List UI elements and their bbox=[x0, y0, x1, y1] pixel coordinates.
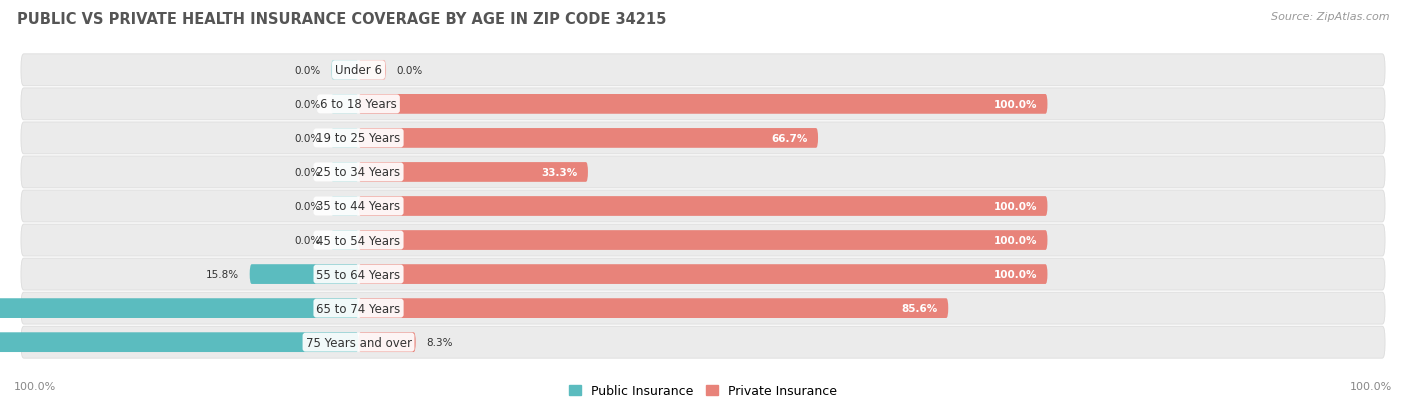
Text: 100.0%: 100.0% bbox=[994, 269, 1038, 280]
FancyBboxPatch shape bbox=[359, 129, 818, 148]
FancyBboxPatch shape bbox=[359, 61, 387, 81]
FancyBboxPatch shape bbox=[330, 163, 359, 183]
Text: 0.0%: 0.0% bbox=[294, 133, 321, 144]
FancyBboxPatch shape bbox=[0, 299, 359, 318]
Text: 55 to 64 Years: 55 to 64 Years bbox=[316, 268, 401, 281]
Text: 100.0%: 100.0% bbox=[1350, 381, 1392, 392]
Text: 100.0%: 100.0% bbox=[994, 235, 1038, 245]
Text: 100.0%: 100.0% bbox=[14, 381, 56, 392]
Text: 0.0%: 0.0% bbox=[294, 100, 321, 109]
Text: 0.0%: 0.0% bbox=[396, 66, 423, 76]
FancyBboxPatch shape bbox=[359, 95, 1047, 114]
FancyBboxPatch shape bbox=[21, 123, 1385, 154]
FancyBboxPatch shape bbox=[359, 265, 1047, 284]
Text: 35 to 44 Years: 35 to 44 Years bbox=[316, 200, 401, 213]
FancyBboxPatch shape bbox=[330, 129, 359, 148]
Text: 65 to 74 Years: 65 to 74 Years bbox=[316, 302, 401, 315]
FancyBboxPatch shape bbox=[21, 259, 1385, 290]
FancyBboxPatch shape bbox=[0, 332, 359, 352]
FancyBboxPatch shape bbox=[21, 292, 1385, 324]
Text: 75 Years and over: 75 Years and over bbox=[305, 336, 412, 349]
Text: Under 6: Under 6 bbox=[335, 64, 382, 77]
FancyBboxPatch shape bbox=[330, 61, 359, 81]
FancyBboxPatch shape bbox=[21, 157, 1385, 188]
FancyBboxPatch shape bbox=[359, 197, 1047, 216]
FancyBboxPatch shape bbox=[21, 89, 1385, 121]
Text: 8.3%: 8.3% bbox=[426, 337, 453, 347]
FancyBboxPatch shape bbox=[330, 95, 359, 114]
Legend: Public Insurance, Private Insurance: Public Insurance, Private Insurance bbox=[564, 379, 842, 402]
Text: 33.3%: 33.3% bbox=[541, 168, 578, 178]
Text: PUBLIC VS PRIVATE HEALTH INSURANCE COVERAGE BY AGE IN ZIP CODE 34215: PUBLIC VS PRIVATE HEALTH INSURANCE COVER… bbox=[17, 12, 666, 27]
Text: 0.0%: 0.0% bbox=[294, 235, 321, 245]
FancyBboxPatch shape bbox=[359, 230, 1047, 250]
Text: 66.7%: 66.7% bbox=[772, 133, 807, 144]
Text: 19 to 25 Years: 19 to 25 Years bbox=[316, 132, 401, 145]
Text: 0.0%: 0.0% bbox=[294, 202, 321, 211]
Text: 45 to 54 Years: 45 to 54 Years bbox=[316, 234, 401, 247]
Text: 6 to 18 Years: 6 to 18 Years bbox=[321, 98, 396, 111]
FancyBboxPatch shape bbox=[21, 190, 1385, 223]
Text: 0.0%: 0.0% bbox=[294, 168, 321, 178]
FancyBboxPatch shape bbox=[359, 163, 588, 183]
Text: 15.8%: 15.8% bbox=[207, 269, 239, 280]
Text: 85.6%: 85.6% bbox=[901, 304, 938, 313]
Text: 0.0%: 0.0% bbox=[294, 66, 321, 76]
FancyBboxPatch shape bbox=[359, 299, 948, 318]
Text: 25 to 34 Years: 25 to 34 Years bbox=[316, 166, 401, 179]
FancyBboxPatch shape bbox=[21, 55, 1385, 87]
FancyBboxPatch shape bbox=[21, 225, 1385, 256]
Text: Source: ZipAtlas.com: Source: ZipAtlas.com bbox=[1271, 12, 1389, 22]
Text: 100.0%: 100.0% bbox=[994, 202, 1038, 211]
FancyBboxPatch shape bbox=[330, 230, 359, 250]
FancyBboxPatch shape bbox=[21, 326, 1385, 358]
Text: 100.0%: 100.0% bbox=[994, 100, 1038, 109]
FancyBboxPatch shape bbox=[250, 265, 359, 284]
FancyBboxPatch shape bbox=[359, 332, 416, 352]
FancyBboxPatch shape bbox=[330, 197, 359, 216]
